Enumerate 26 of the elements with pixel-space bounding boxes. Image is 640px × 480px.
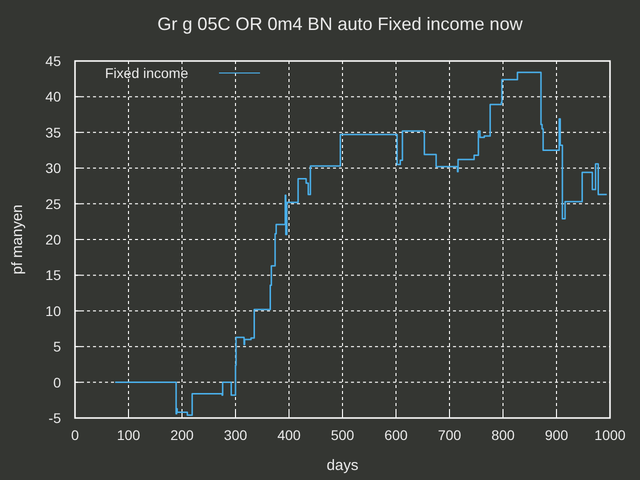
x-tick-label: 0 <box>71 427 80 443</box>
x-tick-label: 300 <box>224 427 248 443</box>
y-tick-label: 25 <box>45 196 62 212</box>
x-tick-label: 600 <box>384 427 408 443</box>
x-tick-label: 700 <box>438 427 462 443</box>
x-tick-label: 900 <box>544 427 568 443</box>
y-tick-label: 20 <box>45 232 62 248</box>
x-tick-label: 800 <box>491 427 515 443</box>
x-tick-label: 100 <box>116 427 140 443</box>
y-tick-label: 0 <box>53 374 62 390</box>
x-tick-label: 200 <box>170 427 194 443</box>
x-axis-title: days <box>326 457 358 474</box>
y-tick-label: 40 <box>45 88 62 105</box>
y-tick-label: 35 <box>45 124 62 140</box>
y-axis-title: pf manyen <box>9 204 26 275</box>
x-tick-label: 1000 <box>594 427 626 443</box>
y-tick-label: 30 <box>45 160 62 176</box>
chart-title: Gr g 05C OR 0m4 BN auto Fixed income now <box>157 14 524 34</box>
x-tick-label: 500 <box>330 427 354 443</box>
y-tick-label: 15 <box>45 267 62 284</box>
x-tick-label: 400 <box>277 427 301 443</box>
y-tick-label: -5 <box>48 410 62 426</box>
y-tick-label: 5 <box>53 338 62 355</box>
y-tick-label: 45 <box>45 53 62 69</box>
y-tick-label: 10 <box>45 302 62 319</box>
legend-label: Fixed income <box>105 65 188 81</box>
